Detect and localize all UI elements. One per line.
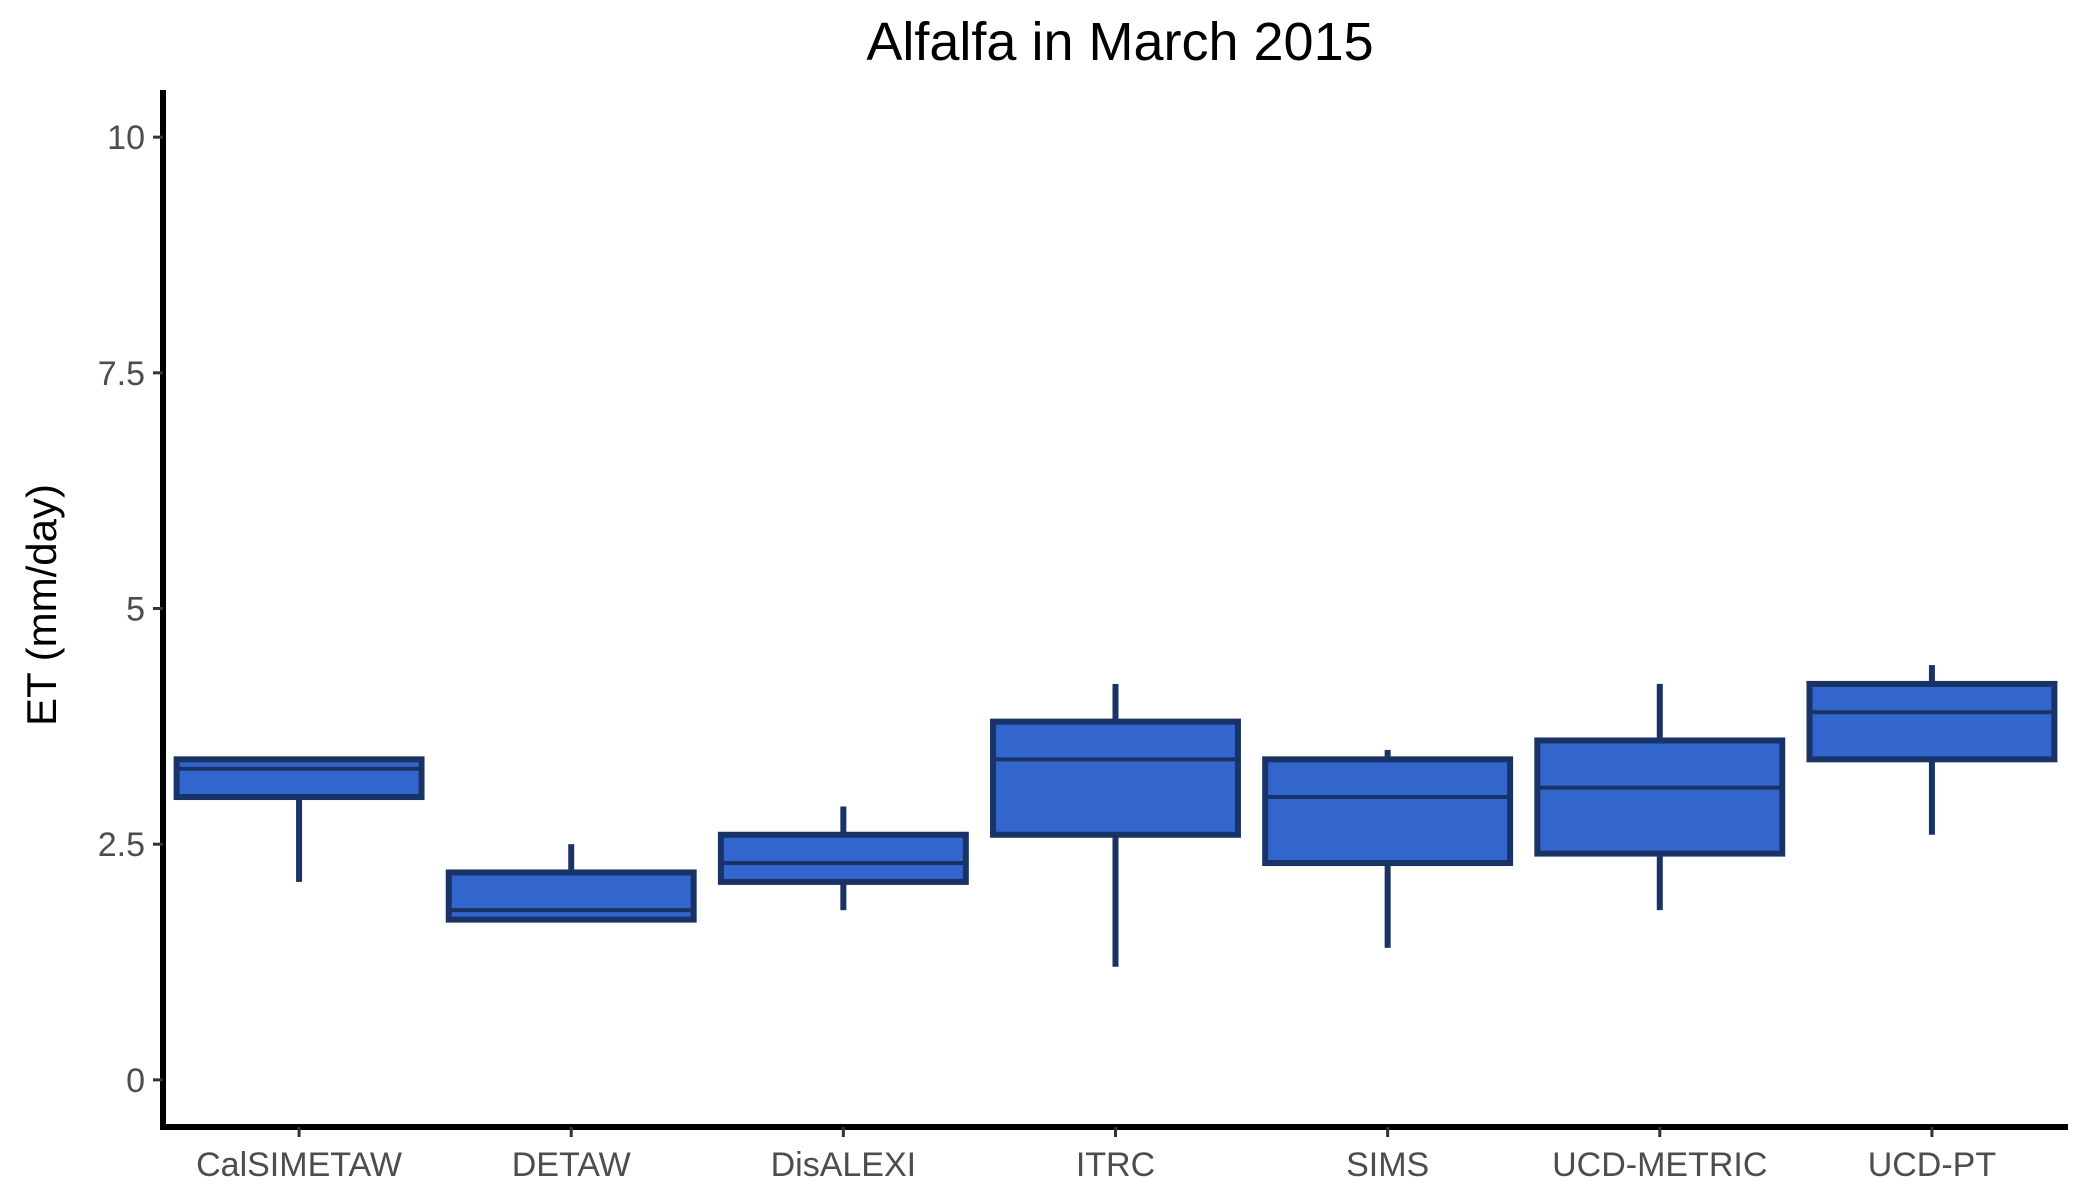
box-group [1806,665,2058,835]
x-tick-label: DisALEXI [771,1146,917,1184]
box [445,869,697,923]
box-group [717,806,969,911]
y-tick-label: 7.5 [98,355,145,393]
box [173,756,425,801]
y-tick-label: 5 [126,591,145,629]
plot-area [173,665,2058,967]
chart-title: Alfalfa in March 2015 [866,12,1373,72]
y-axis-ticks: 0 2.5 5 7.5 10 [98,119,163,1100]
y-tick-label: 2.5 [98,826,145,864]
box-group [1262,749,1514,948]
x-tick-label: SIMS [1346,1146,1429,1184]
box-group [1534,683,1786,911]
box [717,831,969,885]
x-tick-label: CalSIMETAW [196,1146,402,1184]
x-tick-label: UCD-PT [1868,1146,1996,1184]
box [1806,680,2058,763]
box-group [990,683,1241,967]
box [1534,737,1786,857]
y-axis-title: ET (mm/day) [18,484,65,726]
x-tick-label: ITRC [1076,1146,1155,1184]
x-tick-label: UCD-METRIC [1552,1146,1767,1184]
box [1262,756,1514,867]
box [990,718,1241,838]
y-tick-label: 10 [107,119,145,157]
y-tick-label: 0 [126,1062,145,1100]
box-group [445,844,697,923]
x-axis-ticks: CalSIMETAW DETAW DisALEXI ITRC SIMS UCD-METRI… [196,1127,1996,1184]
box-group [173,756,425,882]
x-tick-label: DETAW [512,1146,631,1184]
